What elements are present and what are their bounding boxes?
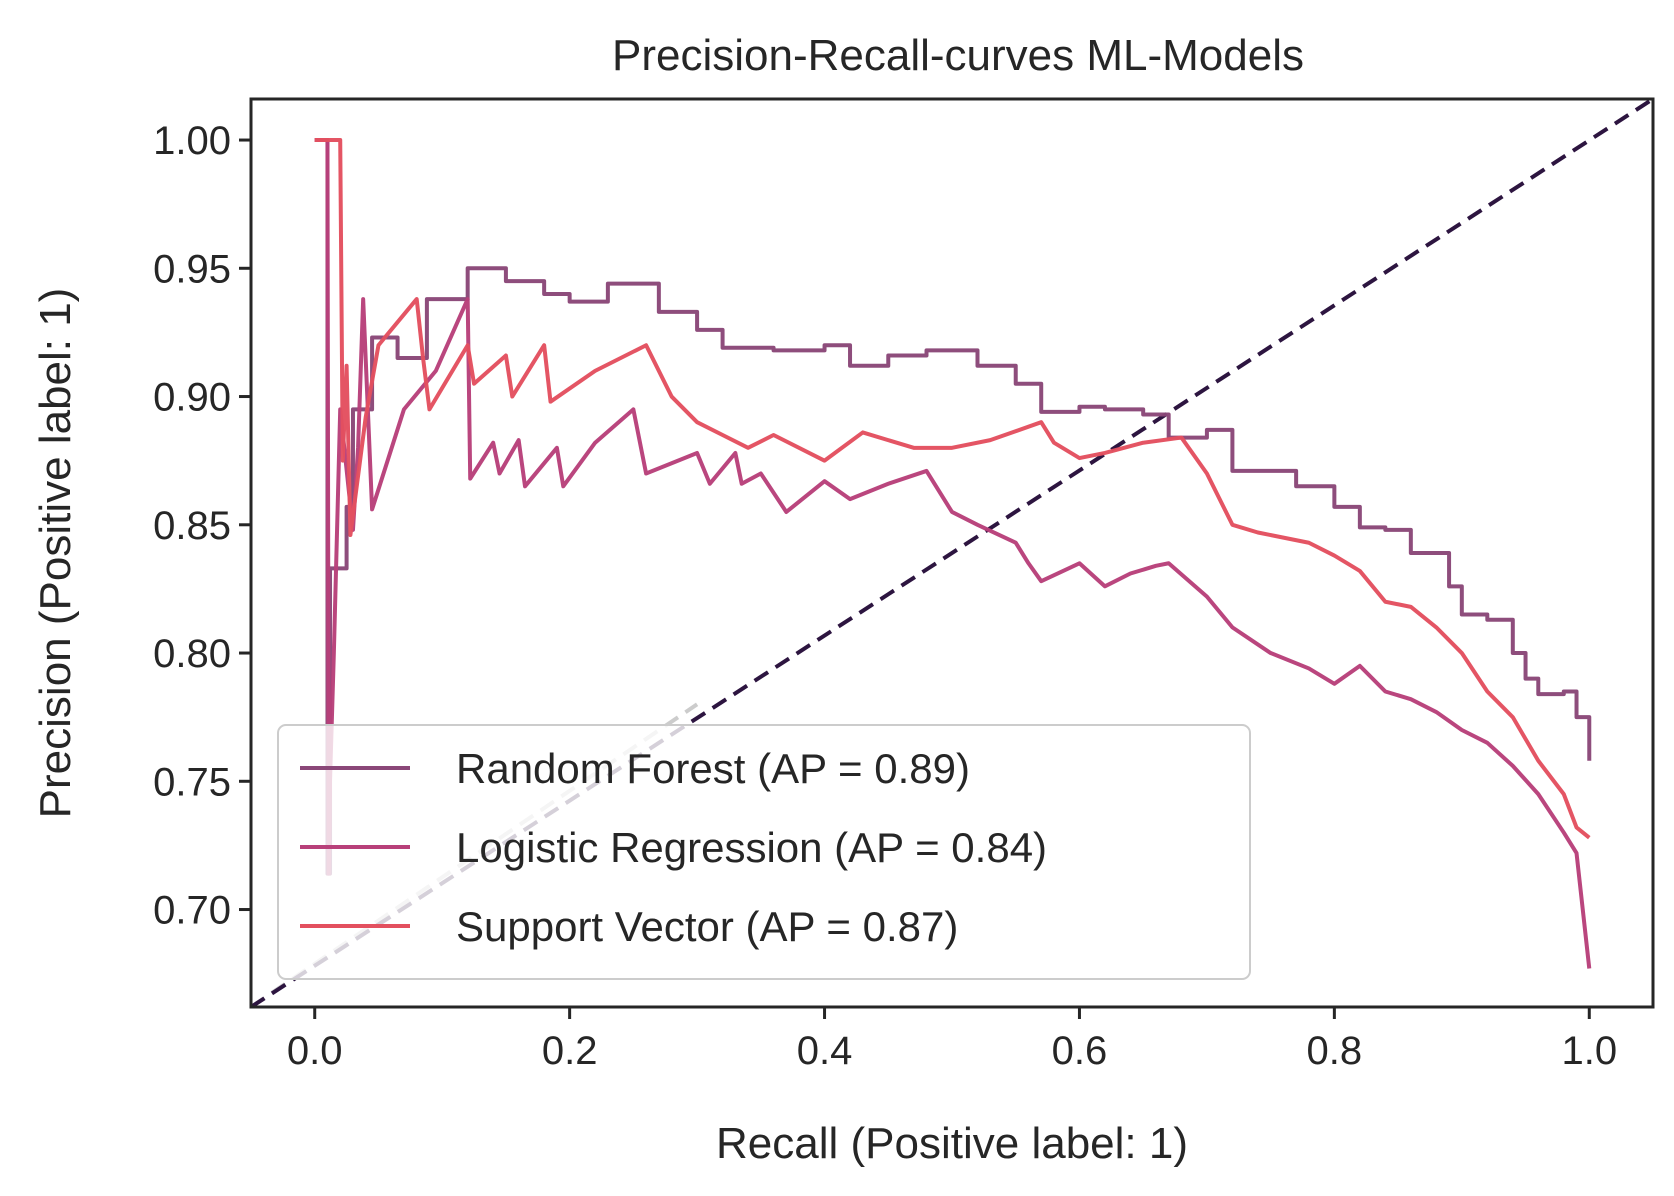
support-vector-curve — [314, 138, 1591, 840]
legend-label: Logistic Regression (AP = 0.84) — [456, 824, 1047, 871]
chart-title: Precision-Recall-curves ML-Models — [612, 31, 1304, 80]
y-tick-label: 0.70 — [153, 889, 231, 933]
y-tick-label: 0.80 — [153, 632, 231, 676]
y-tick-label: 1.00 — [153, 119, 231, 163]
legend-box — [277, 724, 1251, 980]
y-ticks: 0.70 0.75 0.80 0.85 0.90 0.95 1.00 — [153, 119, 251, 933]
y-tick-label: 0.85 — [153, 504, 231, 548]
y-tick-label: 0.95 — [153, 247, 231, 291]
x-axis-label: Recall (Positive label: 1) — [716, 1119, 1188, 1168]
random-forest-curve — [314, 138, 1592, 876]
legend-label: Random Forest (AP = 0.89) — [456, 745, 970, 792]
x-tick-label: 0.8 — [1307, 1029, 1363, 1073]
x-ticks: 0.0 0.2 0.4 0.6 0.8 1.0 — [287, 1007, 1617, 1073]
y-tick-label: 0.75 — [153, 760, 231, 804]
legend: Random Forest (AP = 0.89) Logistic Regres… — [277, 724, 1251, 980]
y-axis-label: Precision (Positive label: 1) — [31, 288, 80, 819]
y-tick-label: 0.90 — [153, 376, 231, 420]
x-tick-label: 1.0 — [1561, 1029, 1617, 1073]
legend-label: Support Vector (AP = 0.87) — [456, 903, 958, 950]
plot-frame — [249, 97, 1655, 1009]
x-tick-label: 0.0 — [287, 1029, 343, 1073]
logistic-regression-curve — [314, 138, 1592, 969]
x-tick-label: 0.6 — [1052, 1029, 1108, 1073]
x-tick-label: 0.2 — [542, 1029, 598, 1073]
x-tick-label: 0.4 — [797, 1029, 853, 1073]
